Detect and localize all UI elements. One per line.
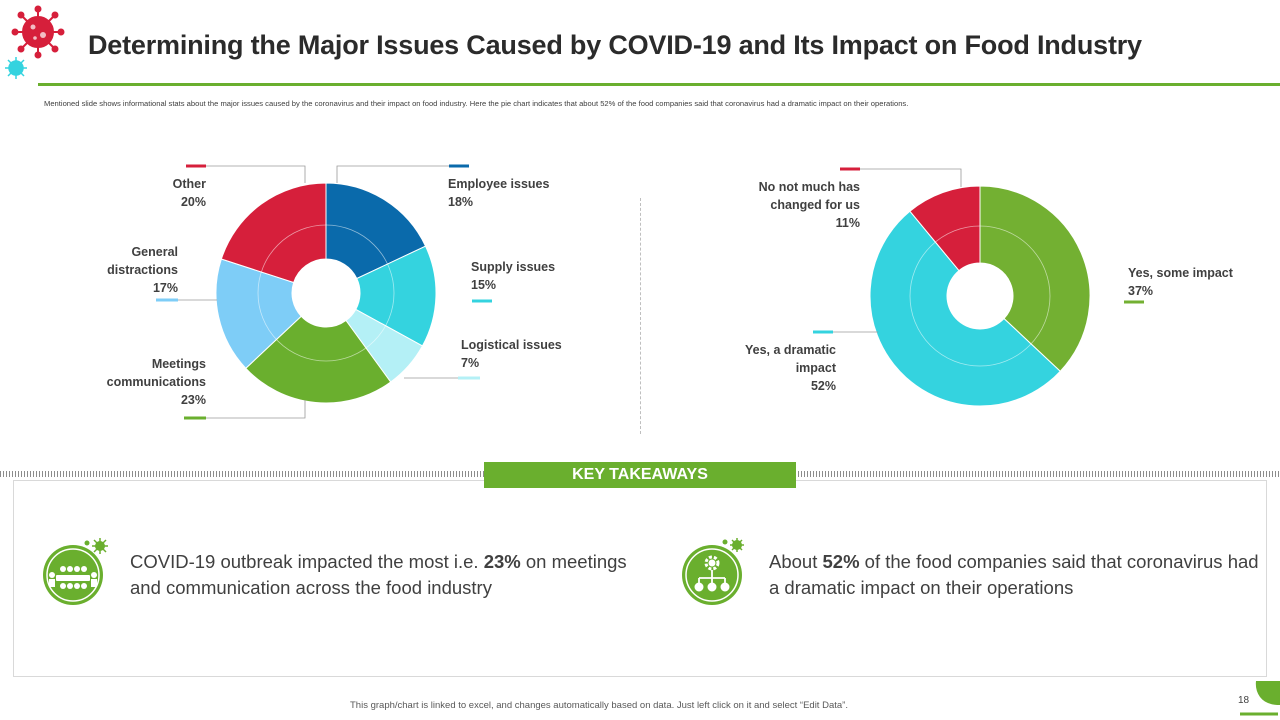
chart1-label-1: Supply issues 15% [471,260,556,292]
leaf-icon [1240,681,1280,716]
chart1-label-2: Logistical issues 7% [461,338,562,370]
chart1-slice-5 [220,182,327,284]
charts-divider [640,198,641,434]
chart2-value-1: 52% [810,379,836,393]
chart1-inner-ring [257,224,395,362]
chart1-label-3: Meetings communications 23% [106,357,206,407]
chart2-slice-0 [979,185,1091,373]
chart1-value-2: 7% [461,356,480,370]
chart1-slice-0 [325,182,427,280]
chart1-value-5: 20% [180,195,206,209]
page-number: 18 [1238,695,1250,706]
chart2-label-1: Yes, a dramatic impact 52% [744,343,836,393]
chart1-slice-1 [355,245,437,347]
meeting-icon [43,538,108,605]
key-takeaways-panel [13,480,1267,677]
takeaway-2-text: About 52% of the food companies said tha… [769,551,1259,598]
chart1-value-0: 18% [448,195,474,209]
chart1-leader-3 [206,400,306,419]
chart2-leader-2 [860,168,962,187]
chart1-slice-3 [245,315,392,404]
chart1-label-5: Other 20% [172,177,206,209]
key-takeaways-header: KEY TAKEAWAYS [484,462,796,488]
virus-logo-icon [5,5,65,79]
chart2-value-0: 37% [1128,284,1154,298]
chart1-value-3: 23% [180,393,206,407]
chart2-inner-ring [909,225,1051,367]
title-divider [38,83,1280,86]
chart1-value-1: 15% [471,278,497,292]
chart2-label-2: No not much has changed for us 11% [758,180,860,230]
chart2-slice-2 [909,185,981,272]
footer-note: This graph/chart is linked to excel, and… [350,700,848,711]
chart1-label-4: General distractions 17% [107,245,178,295]
chart2-slice-1 [869,210,1061,407]
network-gear-icon [682,538,744,605]
chart1-slice-2 [345,308,424,383]
takeaway-1-text: COVID-19 outbreak impacted the most i.e.… [130,551,627,598]
page-title: Determining the Major Issues Caused by C… [88,30,1142,60]
chart2-label-0: Yes, some impact 37% [1128,266,1233,298]
chart2-value-2: 11% [835,216,860,230]
chart1-leader-0 [336,165,449,183]
chart1-label-0: Employee issues 18% [448,177,550,209]
chart1-slice-4 [215,258,302,370]
page-subtitle: Mentioned slide shows informational stat… [44,99,909,108]
chart1-leader-5 [206,165,306,183]
chart1-value-4: 17% [152,281,178,295]
